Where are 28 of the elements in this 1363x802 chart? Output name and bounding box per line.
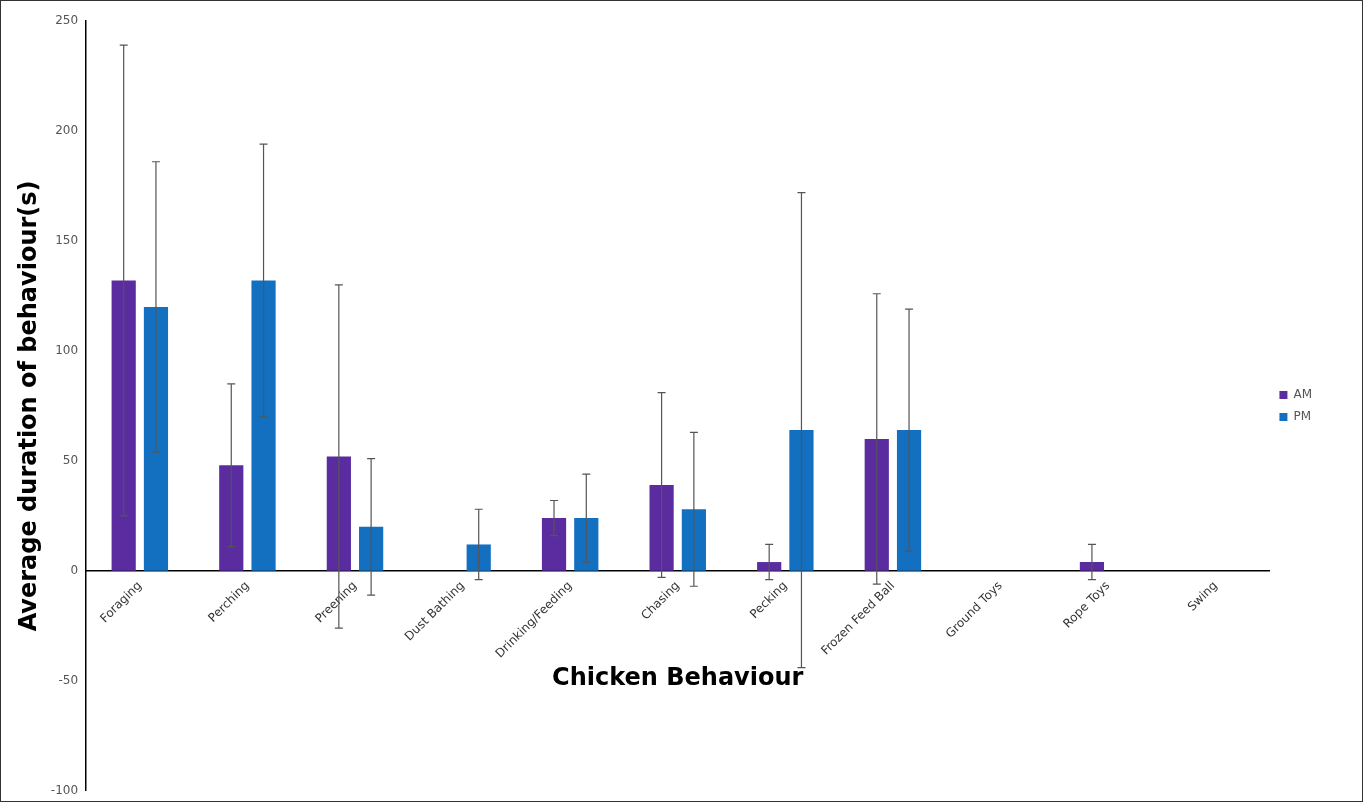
y-tick-label: 0 <box>70 562 79 577</box>
bar <box>864 438 889 571</box>
y-tick-label: 50 <box>62 453 79 468</box>
bar <box>896 430 922 571</box>
y-tick-label: -100 <box>50 782 79 797</box>
bar <box>359 526 384 571</box>
x-axis-title: Chicken Behaviour <box>552 662 804 691</box>
y-tick-label: 150 <box>55 233 79 248</box>
bar <box>251 280 276 571</box>
bar <box>1079 562 1105 571</box>
y-tick-label: 100 <box>55 343 79 358</box>
bar <box>541 518 567 571</box>
bar <box>681 509 706 571</box>
bar <box>574 518 599 571</box>
bar <box>219 465 244 571</box>
y-tick-label: 250 <box>55 13 79 28</box>
legend-label: PM <box>1293 409 1312 424</box>
y-tick-label: -50 <box>58 672 79 687</box>
bar <box>757 562 782 571</box>
y-axis-title: Average duration of behaviour(s) <box>13 180 42 632</box>
y-tick-label: 200 <box>55 123 79 138</box>
bar <box>649 485 674 571</box>
legend-label: AM <box>1293 387 1312 402</box>
bar <box>143 306 169 571</box>
bar <box>466 544 491 571</box>
bar <box>326 456 351 571</box>
bar <box>789 430 814 571</box>
bar <box>111 280 136 571</box>
